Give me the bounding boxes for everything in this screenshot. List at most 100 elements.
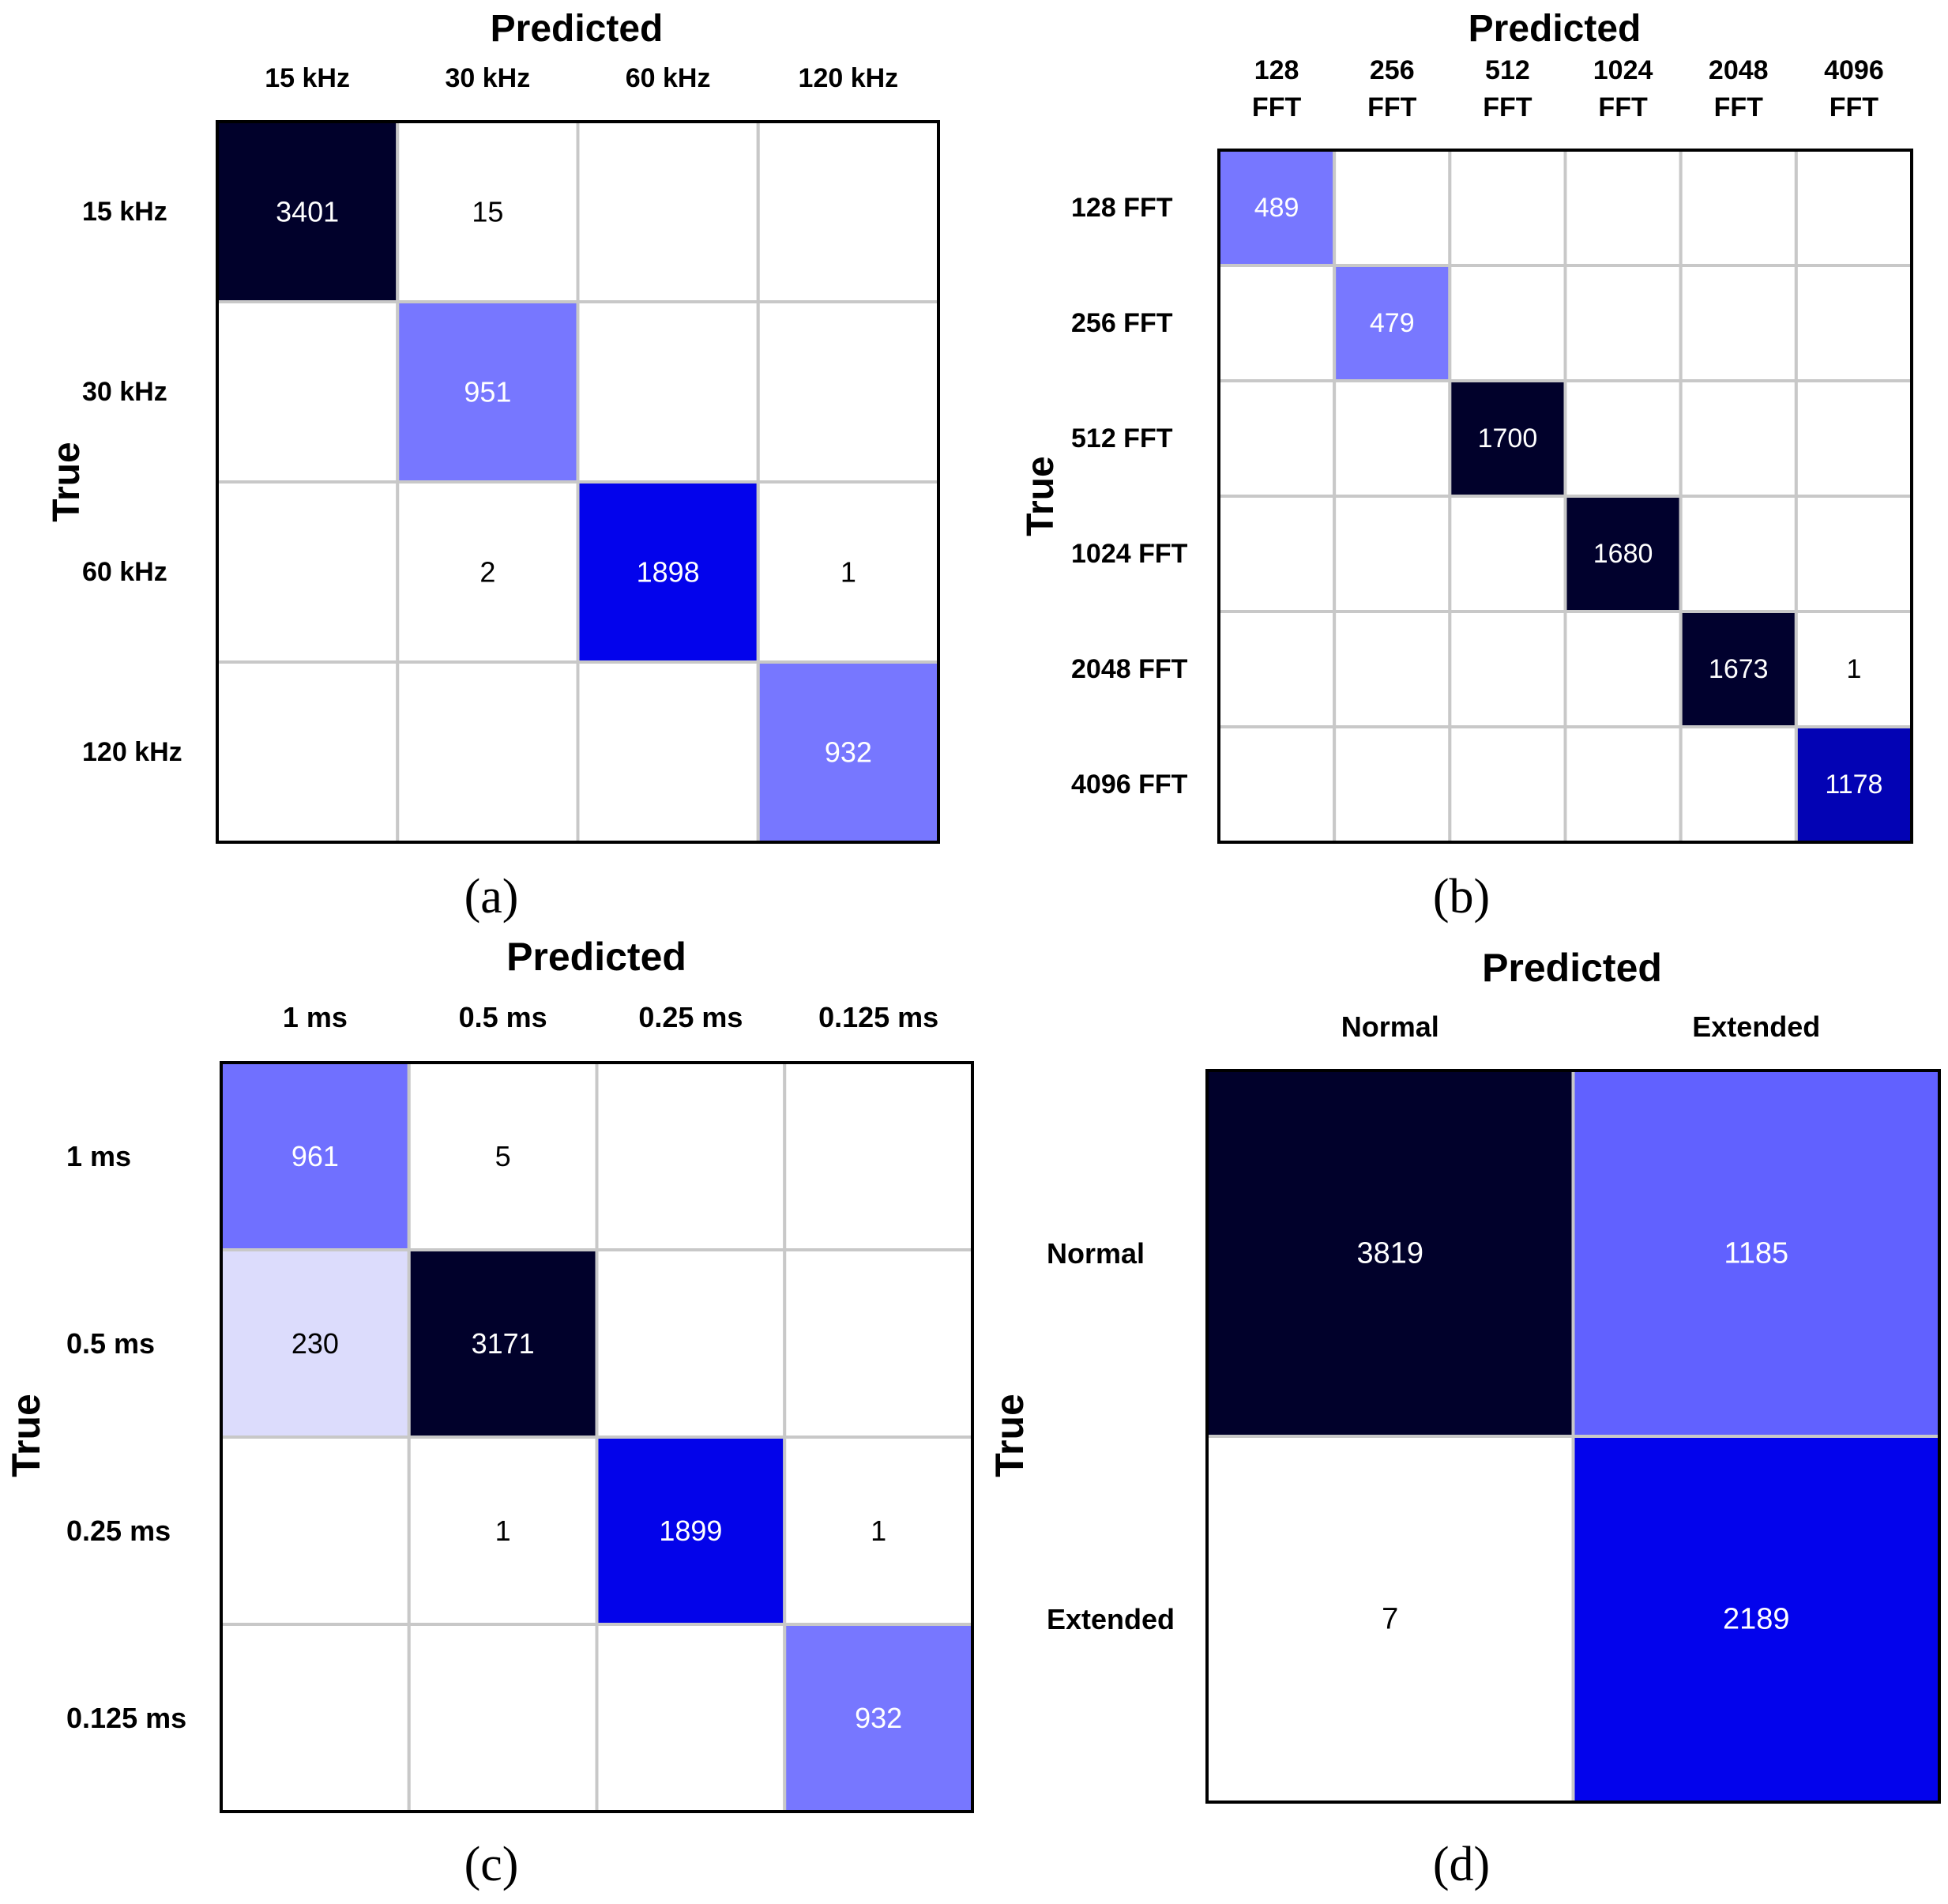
- col-label-d-0: Normal: [1341, 1010, 1439, 1043]
- cell-b-r5-c3: [1563, 725, 1683, 844]
- cell-b-r2-c3: [1563, 379, 1683, 498]
- cell-value-c-r2-c1: 1: [495, 1515, 511, 1547]
- row-label-b-4: 2048 FFT: [1071, 654, 1188, 684]
- cell-value-c-r1-c1: 3171: [472, 1327, 535, 1360]
- cell-c-r0-c3: [783, 1061, 974, 1251]
- col-label-b-3: FFT: [1598, 92, 1648, 122]
- cell-d-r1-c1: [1571, 1435, 1941, 1804]
- x-axis-title-c: Predicted: [506, 935, 686, 979]
- cell-a-r0-c1: [396, 120, 580, 303]
- cell-a-r2-c3: [756, 480, 940, 664]
- cell-b-r0-c4: [1679, 149, 1798, 267]
- x-axis-title-b: Predicted: [1469, 8, 1642, 50]
- col-label-a-0: 15 kHz: [265, 63, 350, 93]
- cell-b-r5-c0: [1217, 725, 1337, 844]
- cell-a-r1-c2: [576, 300, 760, 484]
- cell-a-r1-c0: [216, 300, 400, 484]
- cell-value-d-r1-c1: 2189: [1723, 1603, 1790, 1636]
- cell-b-r0-c3: [1563, 149, 1683, 267]
- cell-value-b-r4-c4: 1673: [1709, 654, 1769, 684]
- cell-value-d-r1-c0: 7: [1382, 1603, 1398, 1636]
- cell-b-r3-c5: [1794, 495, 1913, 613]
- cell-c-r1-c3: [783, 1248, 974, 1439]
- cell-c-r0-c0: [220, 1061, 411, 1251]
- matrix-border-c: [220, 1061, 974, 1813]
- cell-value-d-r0-c0: 3819: [1356, 1237, 1423, 1270]
- cell-c-r3-c1: [407, 1623, 599, 1813]
- confusion-matrix-c: 961 5 230 3171 1 1899 1 932 1 ms 0.5 ms 0.25 ms 0.1…: [4, 935, 974, 1891]
- cell-b-r3-c4: [1679, 495, 1798, 613]
- cell-b-r3-c2: [1448, 495, 1567, 613]
- row-label-a-1: 30 kHz: [82, 377, 167, 407]
- cell-a-r0-c3: [756, 120, 940, 303]
- cell-a-r3-c2: [576, 660, 760, 844]
- row-label-d-1: Extended: [1047, 1603, 1175, 1635]
- confusion-matrix-b: 489 479 1700 1680 1673 1 1178 128 FFT 256 FFT 512 FF…: [1020, 8, 1913, 924]
- cell-c-r0-c1: [407, 1061, 599, 1251]
- cell-d-r1-c0: [1205, 1435, 1575, 1804]
- cell-b-r1-c3: [1563, 264, 1683, 382]
- col-label-b-1: 256: [1370, 55, 1415, 85]
- cell-value-b-r2-c2: 1700: [1478, 423, 1538, 453]
- cell-value-a-r3-c3: 932: [825, 736, 872, 769]
- col-label-b-4: 2048: [1709, 55, 1769, 85]
- cell-b-r5-c4: [1679, 725, 1798, 844]
- cell-value-b-r1-c1: 479: [1370, 308, 1415, 338]
- row-label-b-1: 256 FFT: [1071, 308, 1173, 338]
- cell-b-r2-c5: [1794, 379, 1913, 498]
- cell-c-r2-c0: [220, 1436, 411, 1626]
- cell-value-a-r2-c1: 2: [479, 556, 495, 589]
- cell-a-r0-c2: [576, 120, 760, 303]
- cell-value-a-r2-c2: 1898: [637, 556, 700, 589]
- col-label-a-2: 60 kHz: [626, 63, 711, 93]
- col-label-c-0: 1 ms: [283, 1001, 348, 1033]
- cell-value-c-r1-c0: 230: [291, 1327, 339, 1360]
- cell-c-r0-c2: [595, 1061, 787, 1251]
- cell-c-r3-c0: [220, 1623, 411, 1813]
- cell-b-r4-c4: [1679, 610, 1798, 728]
- cell-a-r1-c1: [396, 300, 580, 484]
- y-axis-title-a: True: [46, 442, 88, 521]
- cell-b-r2-c4: [1679, 379, 1798, 498]
- matrix-border-a: [216, 120, 940, 844]
- cell-b-r0-c5: [1794, 149, 1913, 267]
- row-label-d-0: Normal: [1047, 1237, 1145, 1270]
- matrix-border-b: [1217, 149, 1913, 844]
- cell-value-c-r0-c0: 961: [291, 1140, 339, 1172]
- matrix-border-d: [1205, 1069, 1941, 1804]
- cell-value-a-r0-c0: 3401: [276, 196, 339, 228]
- col-label-b-4: FFT: [1714, 92, 1764, 122]
- cell-value-d-r0-c1: 1185: [1724, 1237, 1788, 1270]
- cell-value-b-r4-c5: 1: [1846, 654, 1861, 684]
- col-label-b-0: FFT: [1252, 92, 1302, 122]
- y-axis-title-d: True: [987, 1394, 1032, 1477]
- cell-c-r3-c3: [783, 1623, 974, 1813]
- x-axis-title-a: Predicted: [491, 8, 664, 50]
- cell-c-r1-c2: [595, 1248, 787, 1439]
- col-label-b-2: 512: [1485, 55, 1530, 85]
- cell-value-b-r5-c5: 1178: [1825, 770, 1882, 800]
- row-label-a-2: 60 kHz: [82, 557, 167, 587]
- col-label-b-5: 4096: [1824, 55, 1884, 85]
- cell-b-r4-c1: [1333, 610, 1452, 728]
- cell-b-r4-c0: [1217, 610, 1337, 728]
- row-label-c-3: 0.125 ms: [66, 1702, 186, 1734]
- cell-b-r5-c1: [1333, 725, 1452, 844]
- cell-b-r3-c1: [1333, 495, 1452, 613]
- cell-a-r3-c1: [396, 660, 580, 844]
- confusion-matrix-d: 3819 1185 7 2189 Normal Extended Normal Extende…: [987, 946, 1941, 1891]
- cell-b-r1-c0: [1217, 264, 1337, 382]
- confusion-matrix-a: 3401 15 951 2 1898 1 932 15 kHz 30 kHz 60 kHz 120 …: [46, 8, 940, 924]
- cell-value-b-r3-c3: 1680: [1593, 539, 1653, 569]
- cell-value-c-r2-c3: 1: [871, 1515, 886, 1547]
- row-label-b-5: 4096 FFT: [1071, 770, 1188, 800]
- cell-b-r4-c3: [1563, 610, 1683, 728]
- cell-b-r4-c2: [1448, 610, 1567, 728]
- row-label-b-3: 1024 FFT: [1071, 539, 1188, 569]
- panel-caption-d: (d): [1433, 1838, 1490, 1891]
- panel-caption-b: (b): [1433, 870, 1490, 924]
- cell-c-r3-c2: [595, 1623, 787, 1813]
- cell-value-c-r2-c2: 1899: [659, 1515, 722, 1547]
- cell-a-r0-c0: [216, 120, 400, 303]
- cell-b-r3-c0: [1217, 495, 1337, 613]
